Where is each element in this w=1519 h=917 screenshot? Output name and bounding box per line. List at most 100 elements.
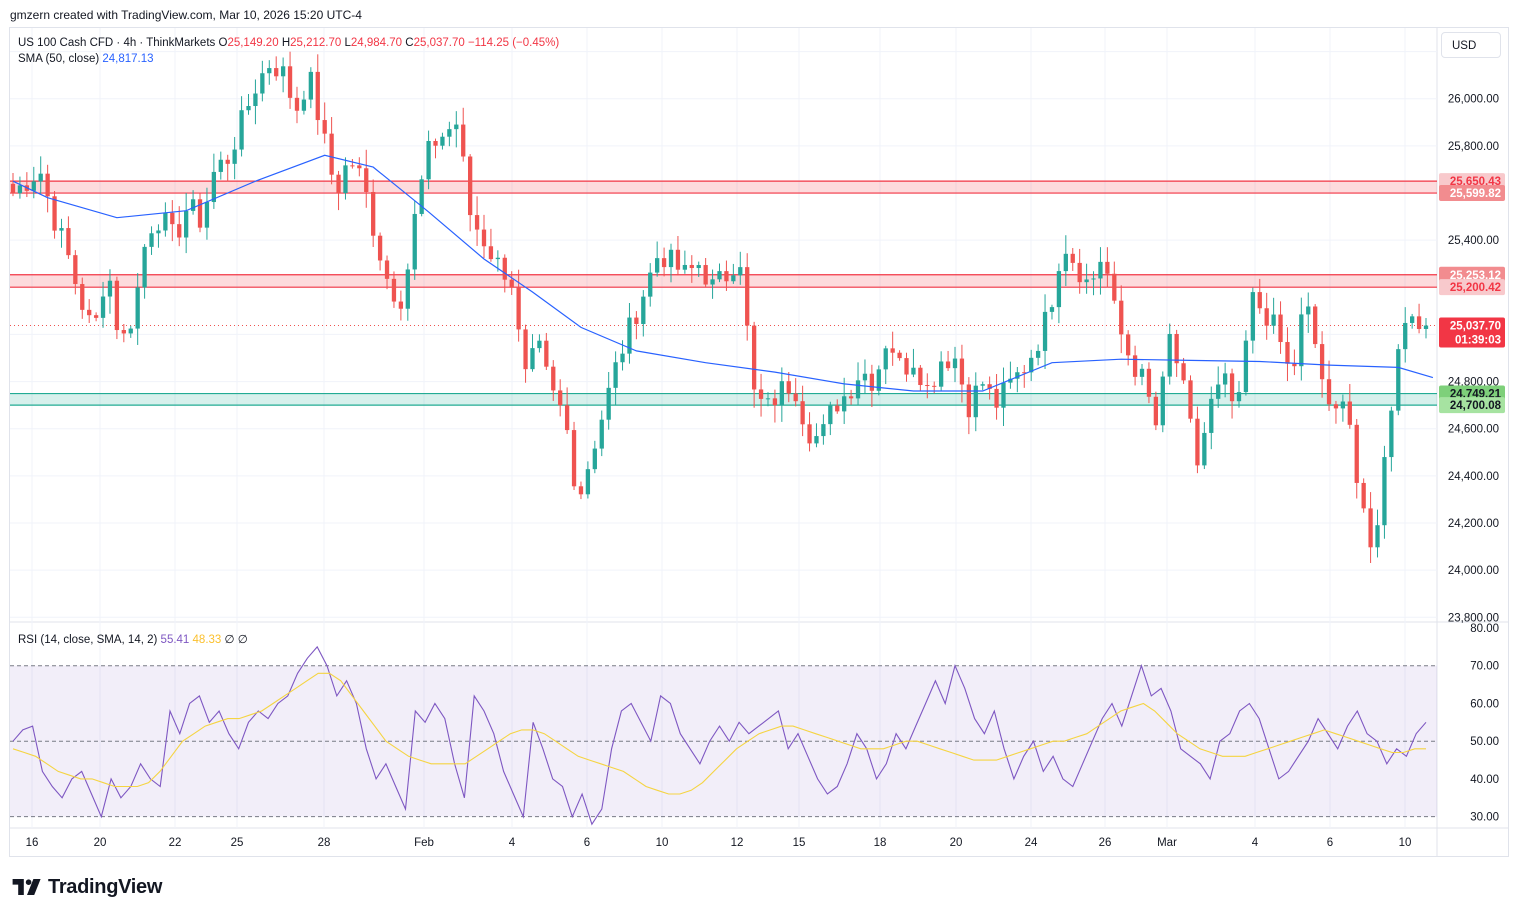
rsi-value: 55.41 xyxy=(160,634,190,646)
candle-body xyxy=(1070,253,1075,263)
candle-body xyxy=(45,173,50,197)
candle-body xyxy=(190,199,196,211)
candle-body xyxy=(440,136,445,146)
symbol-label[interactable]: US 100 Cash CFD · 4h · ThinkMarkets xyxy=(18,37,216,49)
time-axis-label: 16 xyxy=(26,837,39,849)
level-tag-bg xyxy=(1439,397,1505,414)
candle-body xyxy=(751,325,757,390)
candle-body xyxy=(800,401,805,425)
rsi-axis-label: 30.00 xyxy=(1470,812,1499,824)
rsi-lines xyxy=(12,645,1427,826)
resistance-zone-upper xyxy=(10,181,1437,194)
candle-body xyxy=(807,424,812,444)
candle-body xyxy=(377,235,383,261)
tradingview-logo[interactable]: TradingView xyxy=(12,875,162,899)
candle-body xyxy=(1119,300,1124,335)
sma-label[interactable]: SMA (50, close) xyxy=(18,53,100,65)
price-tags: 25,650.4325,599.8225,253.1225,200.4224,7… xyxy=(1439,173,1505,414)
candle-body xyxy=(1403,322,1408,350)
open-label: O xyxy=(218,37,228,49)
rsi-sma-value: 48.33 xyxy=(192,634,222,646)
candle-body xyxy=(135,287,140,329)
time-axis-label: 24 xyxy=(1025,837,1038,849)
level-tag: 25,599.82 xyxy=(1450,188,1501,200)
candle-body xyxy=(225,159,230,164)
time-axis-label: 6 xyxy=(584,837,590,849)
price-axis-label: 26,000.00 xyxy=(1448,94,1499,106)
candle-body xyxy=(1257,292,1262,309)
candle-body xyxy=(197,199,203,228)
candle-body xyxy=(239,110,244,150)
close-value: 25,037.70 xyxy=(413,37,465,49)
candle-body xyxy=(703,265,708,285)
candle-body xyxy=(966,384,972,418)
candle-body xyxy=(100,296,106,318)
candle-body xyxy=(287,66,293,98)
candle-body xyxy=(959,358,965,385)
candle-body xyxy=(1195,418,1200,466)
candle-body xyxy=(1112,273,1117,301)
rsi-label[interactable]: RSI (14, close, SMA, 14, 2) xyxy=(18,634,158,646)
time-axis-label: 26 xyxy=(1099,837,1112,849)
currency-button[interactable]: USD xyxy=(1441,32,1501,58)
candle-body xyxy=(620,353,625,363)
candle-body xyxy=(523,329,528,370)
rsi-band-background xyxy=(10,665,1437,817)
candle-body xyxy=(447,129,452,137)
level-tag-bg xyxy=(1439,185,1505,202)
candle-body xyxy=(544,340,549,367)
rsi-legend[interactable]: RSI (14, close, SMA, 14, 2) 55.41 48.33 … xyxy=(18,632,248,646)
candle-body xyxy=(938,361,944,387)
time-axis-label: 10 xyxy=(656,837,669,849)
sma-line xyxy=(12,154,1434,392)
candle-body xyxy=(246,106,251,111)
candle-body xyxy=(114,280,120,331)
candle-body xyxy=(343,165,348,194)
candle-body xyxy=(932,385,937,387)
rsi-panel xyxy=(10,665,1437,818)
candle-body xyxy=(1299,314,1304,367)
time-axis-label: Mar xyxy=(1157,837,1177,849)
candle-body xyxy=(606,387,611,420)
candle-body xyxy=(1174,333,1179,364)
candle-body xyxy=(1029,357,1034,373)
candle-body xyxy=(738,267,743,276)
candle-body xyxy=(994,388,999,408)
candle-body xyxy=(890,348,895,353)
candle-body xyxy=(474,215,480,230)
price-axis-label: 24,600.00 xyxy=(1448,424,1499,436)
candle-body xyxy=(793,393,798,402)
main-legend[interactable]: US 100 Cash CFD · 4h · ThinkMarkets O 25,… xyxy=(18,35,559,67)
candle-body xyxy=(1306,306,1311,315)
candle-body xyxy=(613,362,618,388)
time-axis-label: 20 xyxy=(950,837,963,849)
candle-body xyxy=(1416,316,1422,329)
candle-body xyxy=(419,179,424,214)
candle-body xyxy=(558,390,563,406)
candle-body xyxy=(1056,271,1062,308)
candle-body xyxy=(883,348,888,370)
candle-body xyxy=(502,257,507,280)
price-axis-label: 23,800.00 xyxy=(1448,612,1499,624)
candle-body xyxy=(772,398,778,406)
rsi-sma-line xyxy=(12,672,1426,795)
price-axis-label: 25,400.00 xyxy=(1448,235,1499,247)
candle-body xyxy=(668,249,674,268)
price-zones xyxy=(10,180,1437,406)
candle-body xyxy=(585,469,591,495)
candle-body xyxy=(1105,261,1110,274)
sma-50-line xyxy=(12,154,1434,392)
candle-body xyxy=(530,348,535,370)
candle-body xyxy=(1035,350,1041,358)
candle-body xyxy=(1042,311,1048,351)
rsi-axis-label: 80.00 xyxy=(1470,623,1499,635)
candle-body xyxy=(329,133,334,175)
time-axis-label: 10 xyxy=(1399,837,1412,849)
candle-body xyxy=(384,260,390,279)
candle-body xyxy=(488,246,494,260)
candle-body xyxy=(467,156,473,216)
candle-body xyxy=(1264,308,1269,326)
sma-value: 24,817.13 xyxy=(102,53,154,65)
candle-body xyxy=(1202,432,1207,466)
